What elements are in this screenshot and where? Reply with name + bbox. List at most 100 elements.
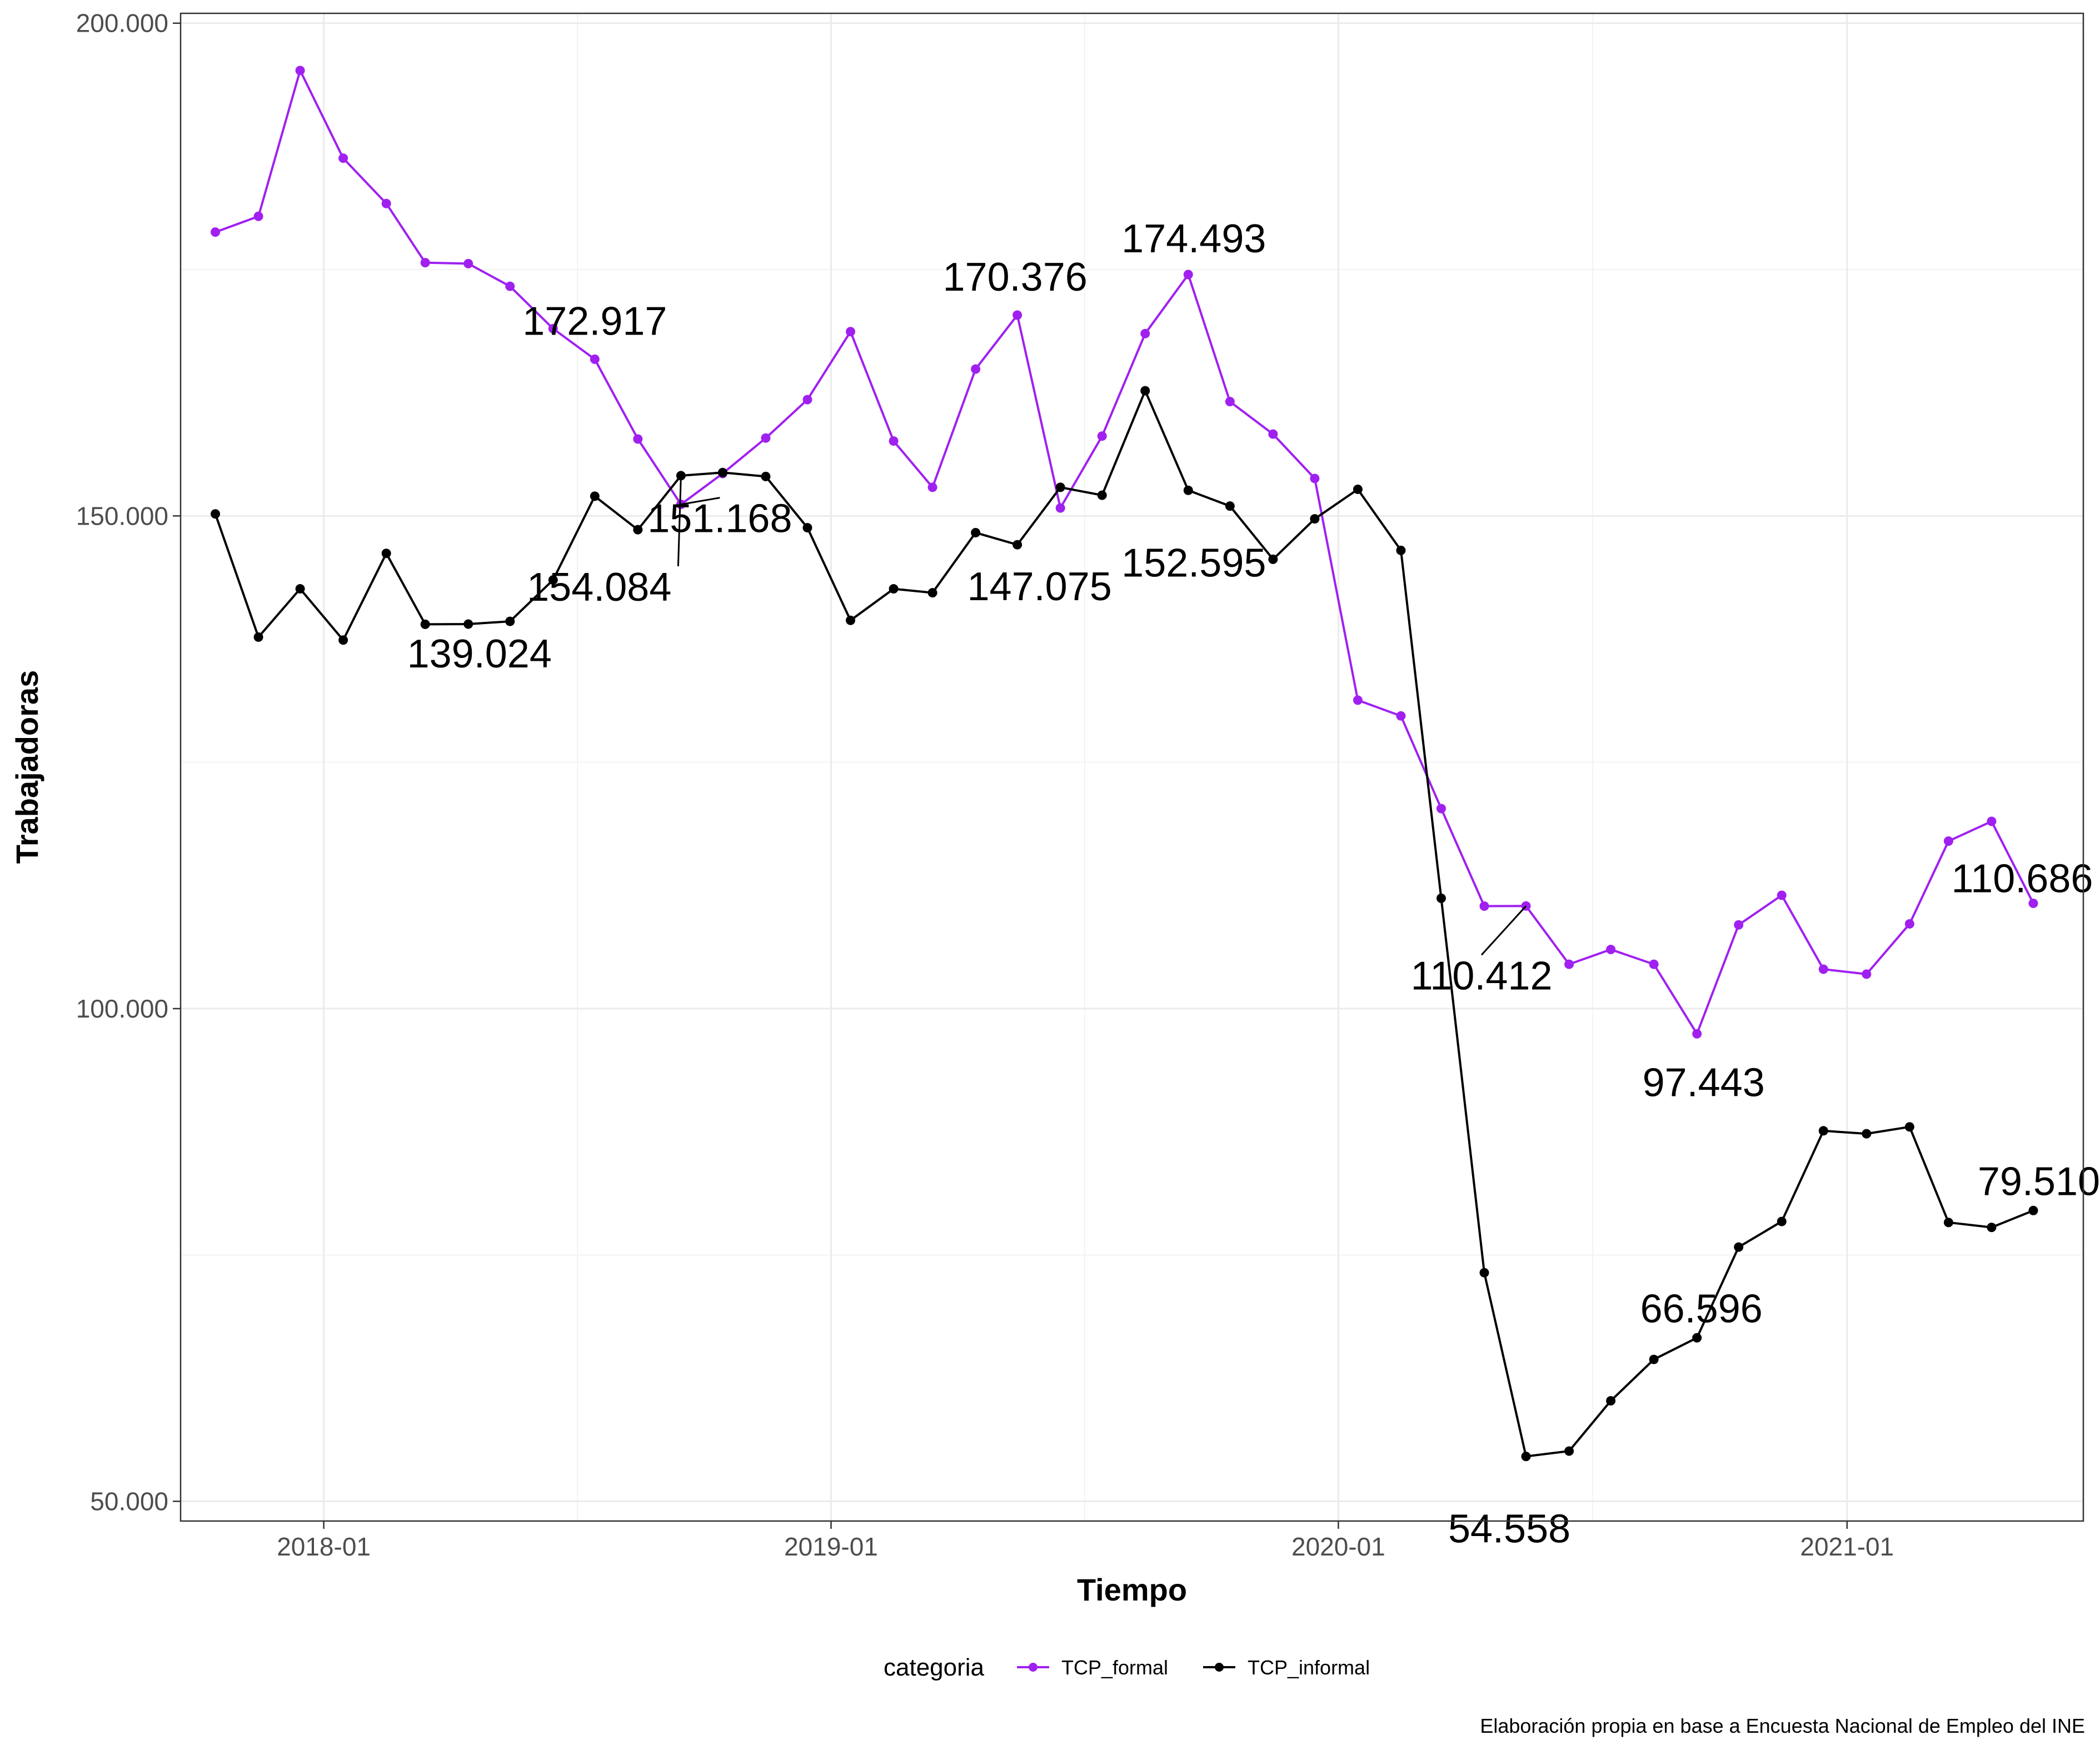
data-point-tcp-formal [548,323,558,333]
data-point-tcp-informal [590,491,600,501]
series-layer [211,66,2038,1462]
data-point-tcp-formal [1862,969,1872,979]
data-point-tcp-informal [1055,482,1065,492]
data-point-tcp-informal [1396,545,1406,555]
data-point-tcp-formal [463,258,473,268]
data-point-tcp-informal [1012,540,1022,550]
minor-gridlines [181,13,2083,1521]
y-tick-label: 50.000 [90,1487,168,1516]
data-label: 110.412 [1411,954,1553,998]
data-point-tcp-formal [802,395,812,405]
data-point-tcp-informal [1268,554,1278,564]
data-point-tcp-informal [1692,1333,1702,1343]
data-point-tcp-formal [1606,945,1616,955]
data-point-tcp-formal [338,153,348,163]
data-point-tcp-informal [1521,1452,1531,1462]
data-point-tcp-formal [1777,890,1787,900]
data-point-tcp-informal [1606,1396,1616,1406]
data-point-tcp-formal [1183,270,1193,280]
data-point-tcp-informal [338,635,348,645]
data-point-tcp-informal [1183,485,1193,495]
data-point-tcp-informal [927,588,937,598]
data-point-tcp-formal [889,436,899,446]
data-point-tcp-formal [761,433,771,443]
plot-panel-border [179,12,2084,1522]
data-point-tcp-formal [505,281,515,291]
x-tick-label: 2021-01 [1800,1532,1894,1561]
data-point-tcp-formal [1479,901,1489,911]
data-point-tcp-formal [1396,711,1406,721]
x-axis: 2018-01 2019-01 2020-01 2021-01 [277,1521,1894,1561]
data-point-tcp-formal [2028,898,2038,908]
data-label: 152.595 [1121,541,1266,585]
data-point-tcp-informal [1943,1218,1953,1228]
data-point-tcp-formal [633,434,643,444]
annotation-leader-line [677,475,682,566]
data-point-tcp-informal [1904,1122,1914,1132]
data-label: 172.917 [522,299,667,343]
data-point-tcp-formal [1268,429,1278,439]
data-point-tcp-formal [1734,920,1744,930]
legend-item-tcp-formal: TCP_formal [1017,1656,1168,1679]
data-point-tcp-formal [1692,1029,1702,1039]
legend-key-point-formal [1029,1663,1037,1672]
y-axis: 50.000 100.000 150.000 200.000 [76,9,181,1516]
data-label: 154.084 [527,565,671,610]
data-point-tcp-formal [1818,964,1828,974]
data-point-tcp-formal [253,211,263,221]
data-point-tcp-informal [1564,1446,1574,1456]
data-point-tcp-informal [971,527,981,537]
data-point-tcp-informal [717,467,727,477]
data-point-tcp-informal [1987,1223,1997,1233]
data-point-tcp-formal [1140,328,1150,338]
data-point-tcp-informal [1862,1129,1872,1139]
data-point-tcp-formal [846,327,856,337]
annotation-leader-line [1480,905,1527,956]
major-gridlines [181,13,2083,1521]
legend-key-point-informal [1215,1663,1224,1672]
x-tick-label: 2018-01 [277,1532,371,1561]
data-label: 151.168 [647,497,792,541]
data-point-tcp-informal [548,575,558,585]
legend-item-tcp-informal: TCP_informal [1203,1656,1370,1679]
data-point-tcp-formal [1353,695,1363,705]
data-point-tcp-formal [420,258,430,268]
data-point-tcp-informal [889,584,899,594]
x-tick-label: 2019-01 [784,1532,878,1561]
data-point-tcp-informal [1310,514,1320,524]
data-point-tcp-formal [1649,959,1659,969]
data-point-tcp-informal [253,632,263,642]
data-point-tcp-informal [1436,893,1446,903]
data-point-tcp-informal [846,615,856,625]
y-tick-label: 200.000 [76,9,168,38]
data-point-tcp-informal [505,616,515,626]
data-label: 147.075 [967,565,1112,609]
data-point-tcp-informal [1777,1216,1787,1227]
data-label: 97.443 [1643,1060,1765,1105]
data-point-tcp-informal [1353,484,1363,494]
data-point-tcp-formal [295,66,305,76]
series-line-tcp-informal [214,387,2034,1458]
data-point-tcp-formal [211,227,221,237]
plot-panel-background [181,13,2083,1521]
annotation-leader-line [681,497,720,506]
data-point-tcp-formal [1564,959,1574,969]
data-point-tcp-informal [1818,1126,1828,1136]
data-label: 79.510 [1978,1159,2100,1204]
data-point-tcp-formal [1436,804,1446,814]
data-point-tcp-informal [1140,386,1150,396]
data-point-tcp-informal [1649,1354,1659,1364]
data-point-tcp-formal [971,364,981,374]
legend: categoria TCP_formal TCP_informal [884,1654,1370,1681]
data-point-tcp-informal [1479,1268,1489,1278]
data-point-tcp-formal [590,354,600,364]
chart-caption: Elaboración propia en base a Encuesta Na… [1480,1714,2085,1737]
data-point-tcp-informal [463,619,473,629]
data-point-tcp-formal [1904,919,1914,929]
data-point-tcp-informal [761,471,771,481]
legend-label-informal: TCP_informal [1248,1656,1370,1679]
y-tick-label: 100.000 [76,994,168,1023]
data-point-tcp-informal [802,523,812,533]
data-point-tcp-formal [1012,310,1022,320]
